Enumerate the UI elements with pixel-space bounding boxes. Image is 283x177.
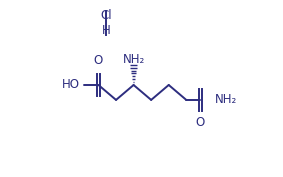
Text: NH₂: NH₂	[215, 93, 237, 106]
Text: NH₂: NH₂	[123, 53, 145, 66]
Text: Cl: Cl	[100, 9, 112, 22]
Text: HO: HO	[62, 78, 80, 92]
Text: H: H	[102, 24, 111, 37]
Text: O: O	[196, 116, 205, 129]
Text: O: O	[94, 54, 103, 67]
